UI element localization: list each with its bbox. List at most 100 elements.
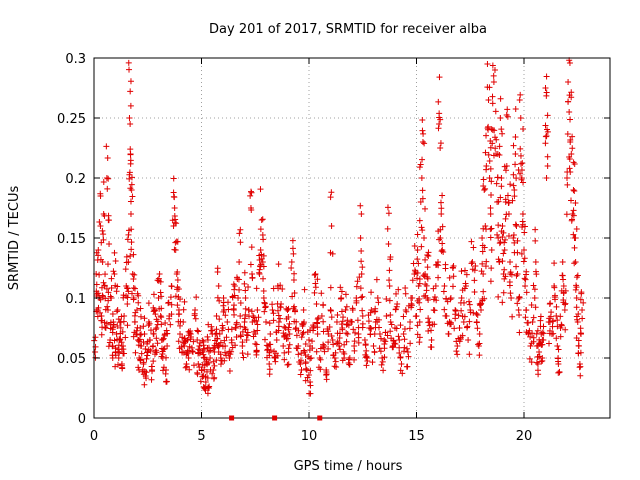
data-point [248, 188, 255, 195]
data-point [575, 337, 582, 344]
data-point [512, 161, 519, 168]
data-point [580, 299, 587, 306]
data-point [526, 355, 533, 362]
data-point [416, 319, 423, 325]
data-point [392, 340, 399, 347]
data-point [166, 315, 173, 322]
data-point [134, 307, 140, 313]
data-point [275, 323, 282, 330]
data-point [336, 340, 343, 347]
data-point [557, 313, 564, 320]
data-point [204, 390, 211, 397]
data-point [210, 358, 217, 365]
data-point [125, 288, 132, 295]
data-point [400, 331, 407, 337]
data-point [436, 114, 443, 121]
data-point [100, 279, 107, 286]
data-point [403, 345, 410, 352]
data-point [215, 283, 222, 289]
data-point [375, 316, 382, 323]
data-point [92, 343, 99, 350]
data-point [555, 358, 562, 365]
data-point [386, 297, 393, 304]
data-point [154, 340, 161, 347]
data-point [300, 307, 307, 313]
data-point [396, 349, 403, 356]
data-point [128, 174, 135, 181]
data-point [186, 330, 193, 337]
data-point [505, 211, 512, 217]
data-point [225, 306, 232, 313]
data-point [383, 313, 390, 319]
data-point [205, 344, 212, 351]
data-point [152, 326, 159, 333]
data-point [95, 252, 102, 259]
data-point [180, 319, 187, 325]
data-point [402, 290, 409, 297]
data-point [283, 305, 290, 312]
data-point [566, 109, 573, 115]
data-point [396, 344, 403, 351]
data-point [428, 327, 435, 334]
y-tick-label: 0.2 [65, 172, 86, 187]
data-point [143, 369, 150, 376]
data-point [128, 246, 135, 253]
data-point [482, 223, 489, 229]
data-point [222, 349, 229, 356]
data-point [439, 240, 446, 247]
data-point [407, 294, 414, 301]
data-point [571, 244, 578, 251]
data-point [341, 341, 348, 348]
data-point [479, 248, 486, 255]
y-tick-label: 0.05 [57, 352, 86, 367]
data-point [239, 339, 246, 346]
data-point [104, 154, 111, 161]
data-point [262, 303, 269, 310]
y-tick-label: 0.15 [57, 232, 86, 247]
data-point [561, 301, 568, 308]
data-point [245, 284, 252, 291]
data-point [462, 280, 469, 287]
data-point [399, 370, 406, 377]
data-point [453, 348, 460, 355]
data-point [284, 307, 291, 313]
data-point [398, 361, 405, 367]
data-point [99, 227, 106, 234]
data-point [445, 330, 452, 337]
data-point [244, 351, 251, 358]
data-point [502, 167, 509, 174]
data-point [513, 272, 520, 279]
data-point [523, 307, 530, 314]
data-point [126, 66, 133, 73]
data-point [388, 321, 395, 328]
data-point [318, 290, 325, 297]
data-point [409, 277, 416, 284]
data-point [516, 311, 523, 318]
data-point [127, 78, 134, 85]
data-point [115, 355, 122, 361]
data-point [125, 59, 132, 66]
data-point [520, 126, 527, 133]
data-point [504, 192, 511, 199]
data-point [92, 334, 99, 341]
data-point [310, 327, 317, 334]
data-point [570, 187, 577, 193]
data-point [510, 142, 517, 149]
data-point [369, 359, 376, 366]
data-point [138, 343, 145, 349]
data-point [266, 352, 273, 359]
data-point [344, 331, 351, 337]
data-point [107, 293, 114, 300]
data-point [456, 338, 463, 345]
data-point [172, 216, 179, 223]
data-point [417, 306, 424, 313]
data-point [129, 271, 136, 277]
data-point [92, 349, 99, 355]
data-point [137, 356, 144, 363]
data-point [514, 249, 521, 256]
data-point [408, 302, 415, 309]
data-point [568, 94, 575, 101]
data-point [449, 264, 456, 271]
data-point [381, 354, 388, 361]
data-point [501, 266, 508, 273]
